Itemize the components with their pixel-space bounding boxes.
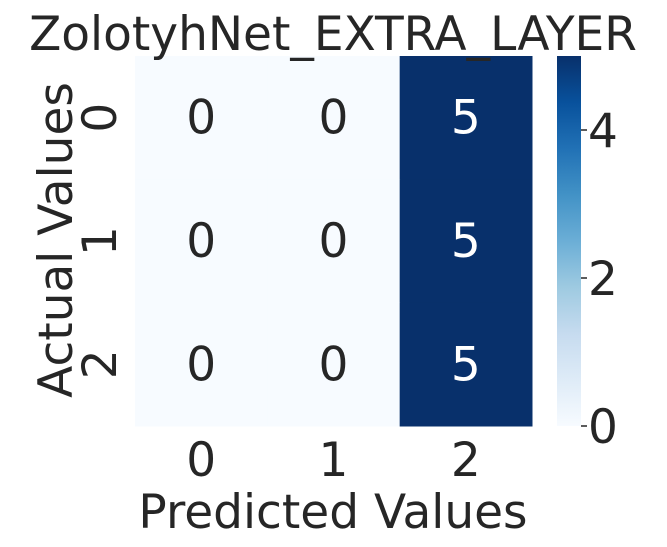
colorbar xyxy=(557,56,581,426)
heatmap-cell-r1-c1 xyxy=(267,179,401,304)
colorbar-ticks: 0 2 4 xyxy=(581,104,618,455)
heatmap-cell-r0-c0 xyxy=(135,56,268,180)
x-tick-label-1: 1 xyxy=(319,433,349,488)
y-tick-labels: 0 1 2 xyxy=(73,103,128,380)
y-axis-label: Actual Values xyxy=(29,82,84,398)
x-tick-label-2: 2 xyxy=(451,433,481,488)
cell-annotations: 0 0 5 0 0 5 0 0 5 xyxy=(186,91,481,393)
cell-annotation-r2-c0: 0 xyxy=(186,337,216,392)
colorbar-tick-label-2: 4 xyxy=(588,104,618,159)
cell-annotation-r1-c2: 5 xyxy=(451,214,481,269)
heatmap-cell-r0-c1 xyxy=(267,56,401,180)
cell-annotation-r0-c1: 0 xyxy=(319,91,349,146)
cell-annotation-r0-c2: 5 xyxy=(451,91,481,146)
y-tick-label-2: 2 xyxy=(73,349,128,379)
heatmap-cell-r1-c2 xyxy=(399,179,533,304)
y-tick-label-0: 0 xyxy=(73,103,128,133)
cell-annotation-r1-c0: 0 xyxy=(186,214,216,269)
colorbar-tick-label-0: 0 xyxy=(588,400,618,455)
heatmap-cell-r2-c2 xyxy=(399,302,533,427)
cell-annotation-r0-c0: 0 xyxy=(186,91,216,146)
colorbar-tick-label-1: 2 xyxy=(588,252,618,307)
y-tick-label-1: 1 xyxy=(73,226,128,256)
x-axis-label: Predicted Values xyxy=(138,485,527,540)
x-tick-labels: 0 1 2 xyxy=(186,433,481,488)
cell-annotation-r2-c1: 0 xyxy=(319,337,349,392)
cell-annotation-r1-c1: 0 xyxy=(319,214,349,269)
cell-annotation-r2-c2: 5 xyxy=(451,337,481,392)
chart-title: ZolotyhNet_EXTRA_LAYER xyxy=(29,7,637,62)
heatmap-cell-r2-c1 xyxy=(267,302,401,427)
x-tick-label-0: 0 xyxy=(186,433,216,488)
heatmap-cell-r2-c0 xyxy=(135,302,268,427)
heatmap-cell-r1-c0 xyxy=(135,179,268,304)
heatmap-cell-r0-c2 xyxy=(399,56,533,180)
heatmap-cells xyxy=(135,56,533,427)
